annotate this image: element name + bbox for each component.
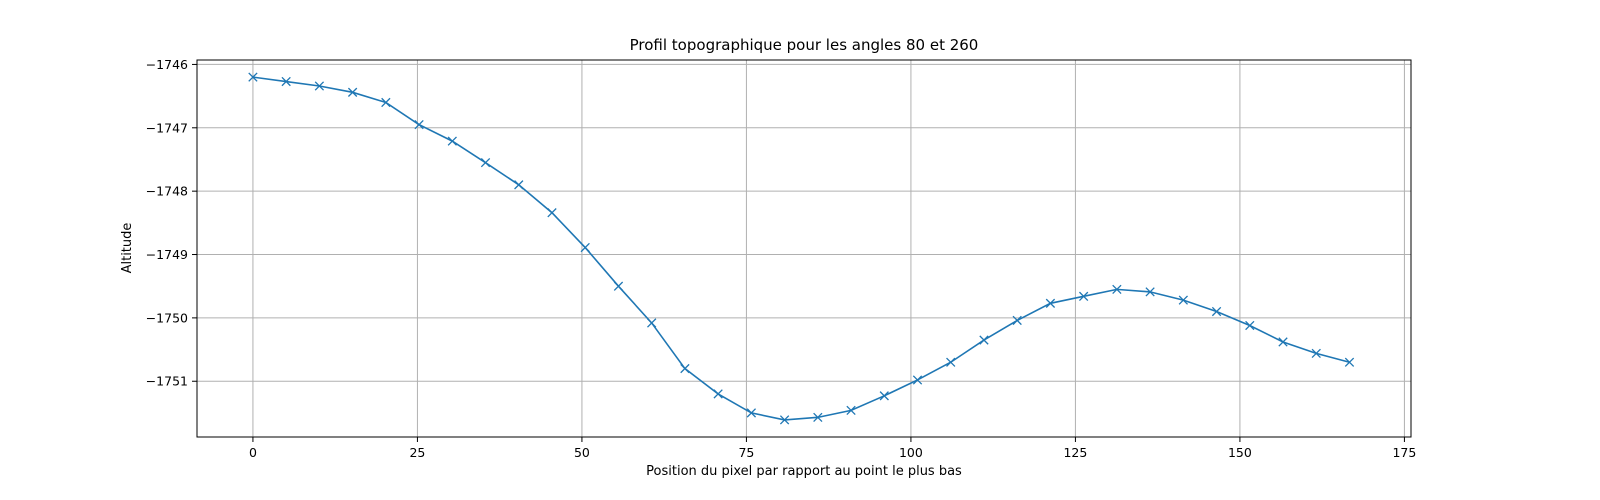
data-point-stroke: [1145, 287, 1155, 297]
data-point: [414, 119, 424, 130]
y-axis-label: Altitude: [120, 223, 135, 274]
y-tick-label: −1747: [146, 120, 188, 135]
data-point: [879, 391, 889, 401]
data-point: [1145, 287, 1155, 297]
x-tick-label: 0: [249, 445, 257, 460]
data-point: [1344, 357, 1355, 367]
data-point-stroke: [879, 391, 889, 401]
data-point: [979, 335, 989, 345]
data-point: [813, 412, 823, 423]
y-tick-label: −1751: [146, 374, 188, 389]
data-point-stroke: [547, 208, 557, 218]
data-point-stroke: [813, 412, 823, 423]
y-tick-label: −1750: [146, 310, 188, 325]
grid: [197, 60, 1411, 437]
data-point: [248, 72, 258, 82]
data-point: [381, 97, 391, 108]
data-point-stroke: [1344, 357, 1355, 367]
data-point: [846, 405, 856, 416]
data-point-stroke: [1112, 284, 1122, 295]
data-point: [580, 242, 590, 253]
x-tick-label: 75: [738, 445, 754, 460]
data-point: [946, 357, 956, 367]
y-tick-label: −1746: [146, 57, 188, 72]
x-axis-label: Position du pixel par rapport au point l…: [646, 464, 962, 479]
data-point-stroke: [480, 157, 491, 168]
data-point-stroke: [1311, 348, 1321, 359]
chart-title: Profil topographique pour les angles 80 …: [630, 36, 979, 54]
y-tick-label: −1748: [146, 184, 188, 199]
data-point-stroke: [1211, 306, 1222, 317]
data-point: [514, 180, 524, 190]
series-layer: [248, 72, 1355, 425]
plot-frame: [196, 59, 1412, 438]
data-point-stroke: [347, 87, 358, 97]
data-point: [647, 318, 657, 328]
x-tick-label: 150: [1228, 445, 1252, 460]
data-point-stroke: [1078, 291, 1089, 301]
data-point-stroke: [1245, 320, 1255, 331]
data-point: [1178, 295, 1188, 305]
data-point-stroke: [713, 389, 723, 399]
data-point-stroke: [946, 357, 956, 367]
x-tick-label: 100: [899, 445, 923, 460]
data-point-stroke: [447, 136, 457, 146]
data-point: [314, 81, 325, 91]
data-point-stroke: [746, 408, 757, 418]
y-tick-label: −1749: [146, 247, 188, 262]
x-tick-label: 50: [574, 445, 590, 460]
axis-ticks: 0 25 50 75 100 125 150 175 −1746 −1747 −1748 −1749 −…: [146, 57, 1417, 460]
data-point: [347, 87, 358, 97]
data-point-stroke: [779, 415, 790, 425]
data-point-stroke: [381, 97, 391, 108]
data-point-stroke: [979, 335, 989, 345]
data-point-stroke: [414, 119, 424, 130]
data-point-stroke: [1045, 298, 1056, 308]
x-tick-label: 25: [409, 445, 425, 460]
data-point: [613, 281, 624, 291]
data-point-stroke: [1278, 337, 1288, 347]
data-point-stroke: [647, 318, 657, 328]
data-point: [680, 363, 690, 374]
data-point: [1211, 306, 1222, 317]
data-point: [547, 208, 557, 218]
data-point: [480, 157, 491, 168]
data-point-stroke: [248, 72, 258, 82]
data-point: [447, 136, 457, 146]
data-point: [1245, 320, 1255, 331]
data-point-stroke: [281, 76, 291, 87]
data-point: [746, 408, 757, 418]
data-point-stroke: [514, 180, 524, 190]
x-tick-label: 125: [1063, 445, 1087, 460]
data-point: [1012, 315, 1022, 326]
x-tick-label: 175: [1392, 445, 1416, 460]
data-point: [779, 415, 790, 425]
series-line: [252, 76, 1350, 421]
data-point: [1078, 291, 1089, 301]
data-point-stroke: [1178, 295, 1188, 305]
data-point-stroke: [680, 363, 690, 374]
data-point: [1112, 284, 1122, 295]
data-point-stroke: [912, 375, 923, 385]
data-point: [1311, 348, 1321, 359]
data-point: [1045, 298, 1056, 308]
data-point-stroke: [580, 242, 590, 253]
data-point: [713, 389, 723, 399]
data-point-stroke: [846, 405, 856, 416]
data-point: [281, 76, 291, 87]
data-point-stroke: [1012, 315, 1022, 326]
data-point: [1278, 337, 1288, 347]
data-point-stroke: [314, 81, 325, 91]
data-point: [912, 375, 923, 385]
data-point-stroke: [613, 281, 624, 291]
